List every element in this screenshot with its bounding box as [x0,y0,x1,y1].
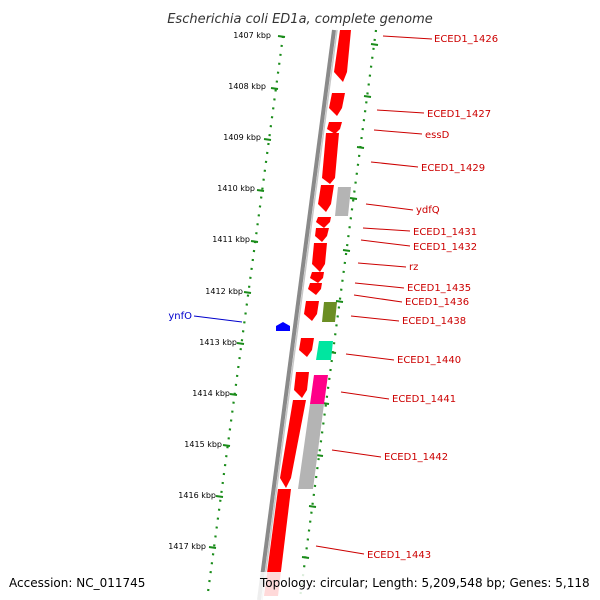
feature-magenta [310,375,328,404]
gene-label: ECED1_1431 [413,227,477,238]
cds-arrow [318,185,334,212]
right-ruler-ticks [301,43,379,559]
cds-arrow [304,301,319,321]
kbp-label: 1410 kbp [217,184,255,193]
gene-label: ECED1_1432 [413,242,477,253]
gene-label: ECED1_1427 [427,109,491,120]
cds-arrow [308,283,322,295]
reverse-strand-features [298,187,351,489]
feature-teal [316,341,333,360]
kbp-label: 1415 kbp [184,440,222,449]
gene-label: ECED1_1435 [407,283,471,294]
kbp-label: 1414 kbp [192,389,230,398]
kbp-label: 1408 kbp [228,82,266,91]
cds-arrow [299,338,314,357]
ynfo-gene-arrow [276,322,290,331]
gene-label: rz [409,262,418,273]
gene-label: ECED1_1436 [405,297,469,308]
feature-gray [335,187,351,216]
forward-strand-cds [264,30,351,596]
cds-arrow [264,489,291,596]
left-ruler-ticks [208,35,286,549]
feature-gray [298,404,324,489]
gene-label-connectors [315,35,433,555]
genome-title: Escherichia coli ED1a, complete genome [167,12,433,27]
gene-label: ECED1_1443 [367,550,431,561]
cds-arrow [312,243,327,272]
kbp-label: 1412 kbp [205,287,243,296]
gene-label: ydfQ [416,205,440,216]
kbp-labels: 1407 kbp 1408 kbp 1409 kbp 1410 kbp 1411… [168,31,271,551]
kbp-label: 1409 kbp [223,133,261,142]
cds-arrow [334,30,351,82]
gene-label: essD [425,130,450,141]
cds-arrow [316,217,331,228]
cds-arrow [322,133,339,184]
gene-labels-right: ECED1_1426 ECED1_1427 essD ECED1_1429 yd… [367,34,498,561]
right-dotted-guide [298,29,378,599]
ynfo-label: ynfO [168,311,192,322]
kbp-label: 1416 kbp [178,491,216,500]
accession-text: Accession: NC_011745 [9,576,145,590]
genome-backbone [257,29,338,600]
kbp-label: 1413 kbp [199,338,237,347]
gene-label: ECED1_1438 [402,316,466,327]
ynfo-connector [193,315,243,323]
gene-label: ECED1_1426 [434,34,498,45]
cds-arrow [310,272,324,283]
kbp-label: 1407 kbp [233,31,271,40]
cds-arrow [327,122,342,134]
gene-label: ECED1_1441 [392,394,456,405]
left-dotted-guide [206,35,285,593]
cds-arrow [280,400,306,488]
gene-label: ECED1_1442 [384,452,448,463]
cds-arrow [329,93,345,116]
gene-label: ECED1_1440 [397,355,461,366]
kbp-label: 1411 kbp [212,235,250,244]
topology-text: Topology: circular; Length: 5,209,548 bp… [259,576,590,590]
gene-label: ECED1_1429 [421,163,485,174]
cds-arrow [294,372,309,398]
cds-arrow [315,228,329,242]
kbp-label: 1417 kbp [168,542,206,551]
feature-olive [322,302,337,322]
